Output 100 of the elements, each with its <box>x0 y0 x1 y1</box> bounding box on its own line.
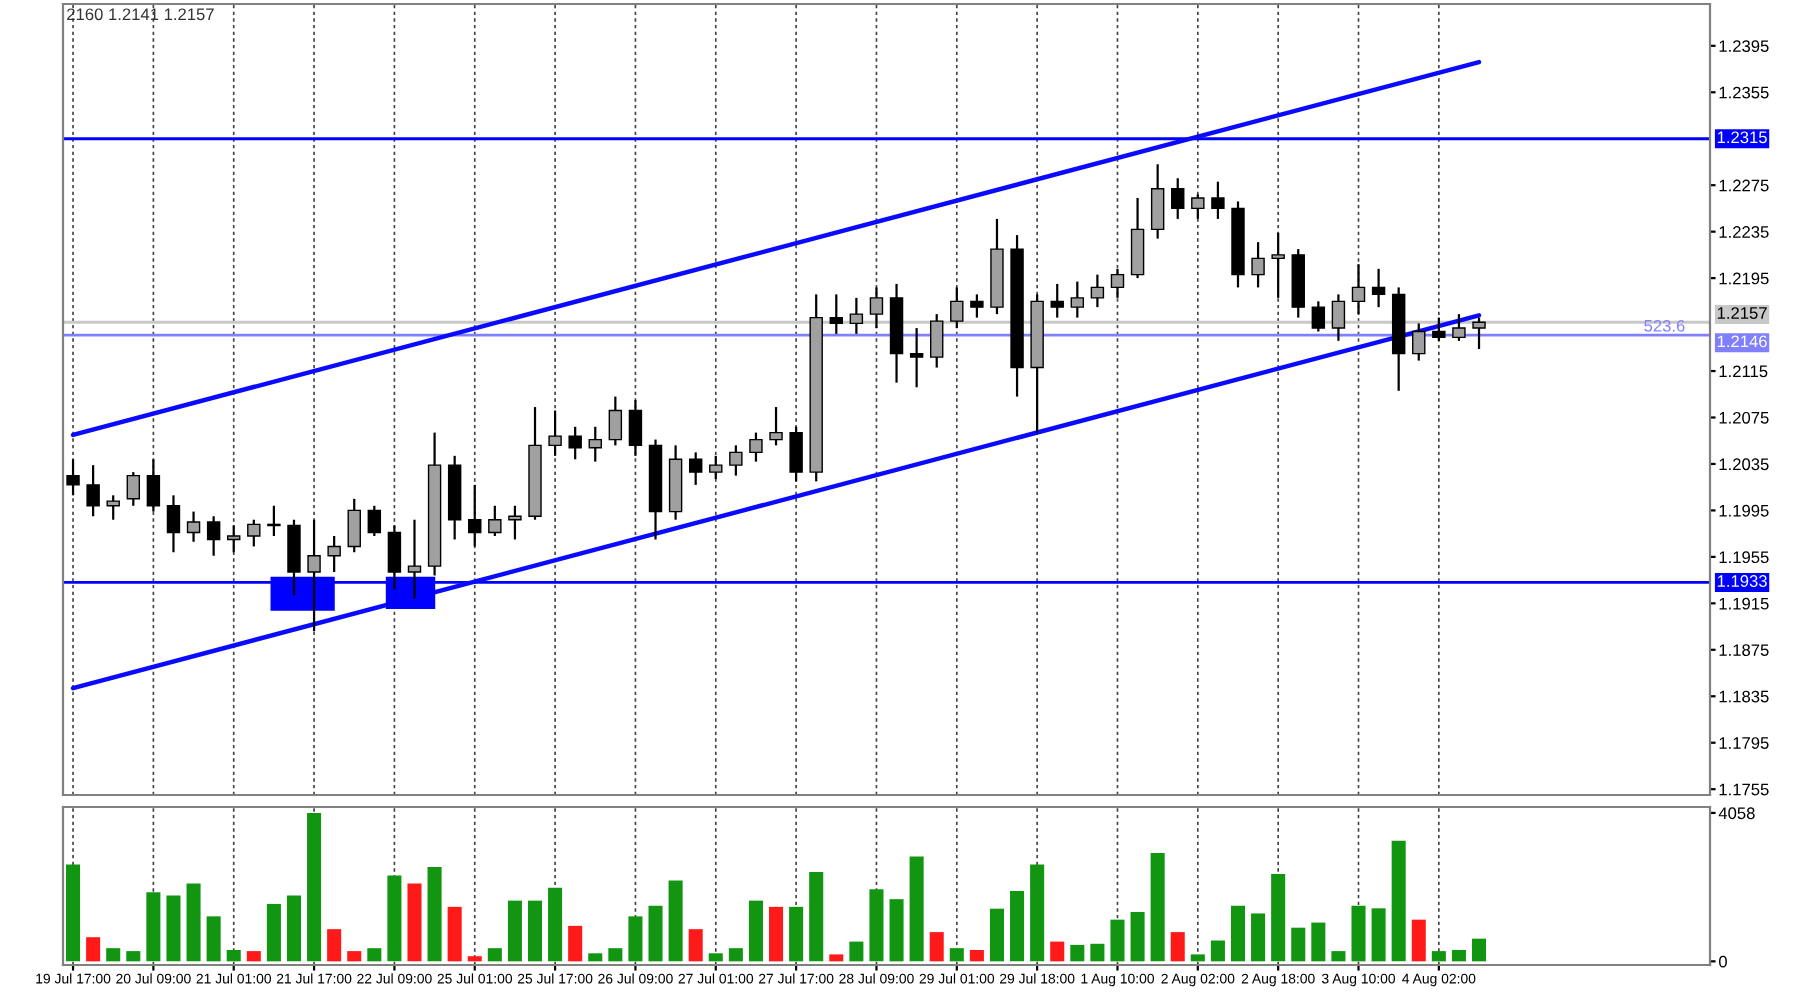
bar <box>1010 891 1025 962</box>
y-tick-label: 1.2235 <box>1719 226 1769 238</box>
candlestick <box>1331 293 1346 342</box>
bar <box>809 872 824 962</box>
candlestick <box>387 524 402 591</box>
candlestick <box>287 518 301 597</box>
candlestick <box>849 296 864 335</box>
bar <box>1391 840 1406 962</box>
candlestick <box>950 286 964 330</box>
bar <box>588 953 603 962</box>
bar <box>1210 940 1225 962</box>
candlestick <box>608 395 623 447</box>
bar <box>1230 905 1246 962</box>
candlestick <box>970 293 984 319</box>
bar <box>1371 908 1386 962</box>
bar <box>1050 941 1065 962</box>
candlestick <box>166 494 181 554</box>
bar <box>929 932 944 962</box>
annotation: 523.6 <box>1644 319 1685 332</box>
bar <box>748 900 763 962</box>
y-tick-label: 1.1755 <box>1719 783 1769 796</box>
bar <box>909 856 924 962</box>
y-tick-label: 1.1955 <box>1719 551 1769 564</box>
candlestick <box>548 409 562 457</box>
bar <box>548 887 563 962</box>
bar <box>1351 905 1366 962</box>
bar <box>628 916 643 962</box>
bar <box>327 929 342 962</box>
candlestick <box>1472 316 1486 351</box>
candlestick <box>1090 273 1105 309</box>
candlestick <box>307 518 321 633</box>
candlestick <box>1371 267 1386 309</box>
bar <box>266 903 281 962</box>
candlestick <box>729 444 743 477</box>
candlestick <box>1171 177 1185 220</box>
bar <box>1190 954 1205 962</box>
bar <box>989 908 1004 962</box>
bar <box>969 950 984 962</box>
candlestick <box>869 286 884 330</box>
annotation: 2160 1.2141 1.2157 <box>67 8 214 21</box>
candlestick <box>126 470 141 507</box>
bar <box>949 948 964 962</box>
candlestick <box>1070 280 1085 319</box>
candlestick <box>588 425 602 463</box>
candlestick <box>568 425 582 461</box>
y-tick-label: 1.1995 <box>1719 504 1769 517</box>
ref-line-label: 1.1933 <box>1717 575 1767 587</box>
bar <box>769 906 784 962</box>
candlestick <box>1191 193 1205 220</box>
candlestick <box>1432 316 1446 342</box>
candlestick <box>86 464 100 518</box>
bar <box>608 948 623 962</box>
bar <box>427 866 442 962</box>
candlestick <box>1412 322 1426 362</box>
candlestick <box>407 518 422 600</box>
bar <box>1170 932 1185 962</box>
bar <box>467 956 482 962</box>
bar <box>347 951 362 962</box>
bar <box>527 900 543 962</box>
bar <box>849 941 864 962</box>
y-tick-label: 1.1835 <box>1719 690 1769 703</box>
candlestick <box>1351 263 1366 316</box>
bar <box>1311 922 1326 962</box>
bar <box>1070 944 1085 962</box>
bar <box>1150 853 1165 962</box>
bar <box>367 948 382 962</box>
y-tick-label: 0 <box>1718 955 1727 968</box>
bar <box>447 906 462 962</box>
y-tick-label: 1.1795 <box>1719 737 1769 749</box>
candlestick <box>488 504 502 538</box>
bar <box>1431 951 1446 962</box>
bar <box>86 937 101 962</box>
bar <box>648 905 663 962</box>
bar <box>507 900 522 962</box>
y-tick-label: 4058 <box>1718 807 1755 820</box>
candlestick <box>367 504 382 538</box>
bar <box>889 899 904 962</box>
bar <box>1411 919 1426 962</box>
bar <box>1110 919 1125 962</box>
y-tick-label: 1.2275 <box>1719 179 1769 192</box>
bar <box>186 883 201 962</box>
candlestick <box>1050 282 1064 319</box>
candlestick <box>1211 180 1225 220</box>
bar <box>407 883 422 962</box>
ref-line-label: 1.2315 <box>1717 131 1767 144</box>
bar <box>708 953 723 962</box>
bar <box>286 895 302 962</box>
y-tick-label: 1.2035 <box>1719 458 1769 471</box>
candlestick <box>709 454 723 481</box>
candlestick <box>327 534 341 574</box>
bar <box>246 951 261 962</box>
bar <box>1471 938 1487 962</box>
candlestick <box>146 458 161 513</box>
bar <box>668 880 683 962</box>
y-tick-label: 1.2195 <box>1719 272 1769 285</box>
candlestick <box>789 425 803 483</box>
bar <box>1331 951 1346 962</box>
bar <box>1451 950 1466 962</box>
candlestick <box>1130 196 1145 280</box>
candlestick <box>1271 231 1285 299</box>
